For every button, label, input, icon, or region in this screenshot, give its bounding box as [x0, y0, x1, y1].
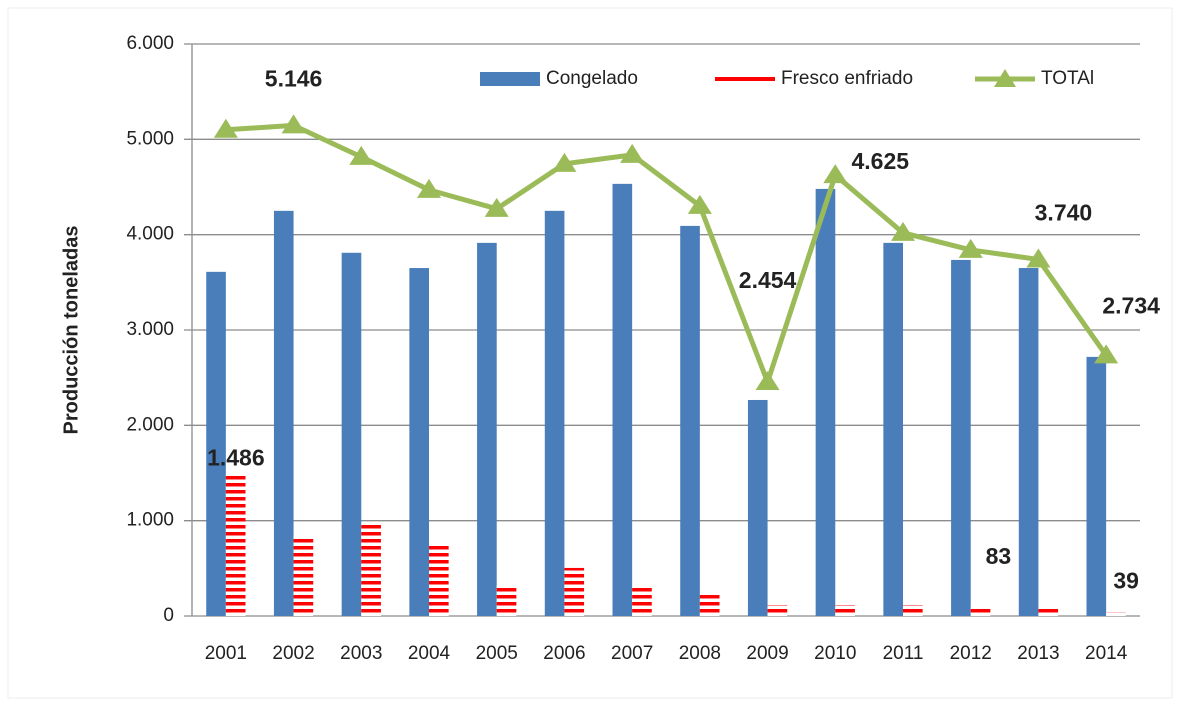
legend-label: Fresco enfriado: [781, 68, 913, 89]
x-tick-label: 2014: [1085, 643, 1128, 664]
x-tick-label: 2006: [543, 643, 585, 664]
x-tick-label: 2001: [205, 643, 247, 664]
bar: [970, 607, 991, 616]
bar: [951, 259, 971, 616]
line: [225, 122, 1109, 385]
bar: [477, 242, 497, 616]
x-tick-label: 2003: [340, 643, 382, 664]
marker: [958, 238, 983, 258]
y-tick-label: 6.000: [126, 33, 174, 54]
data-label: 4.625: [852, 148, 910, 174]
bar: [429, 545, 449, 616]
x-tick-label: 2012: [950, 643, 992, 664]
bar: [273, 210, 294, 617]
y-tick-label: 1.000: [126, 510, 174, 531]
bar: [680, 225, 700, 616]
bar: [883, 242, 903, 616]
bar: [747, 399, 768, 616]
data-label: 3.740: [1035, 200, 1093, 226]
x-tick-label: 2005: [476, 643, 518, 664]
marker: [687, 194, 712, 214]
bar: [544, 210, 565, 617]
bar: [341, 252, 362, 616]
marker: [281, 114, 306, 134]
bar: [632, 587, 652, 616]
y-axis-title: Producción toneladas: [60, 226, 82, 435]
x-tick-label: 2009: [746, 643, 788, 664]
x-tick-label: 2002: [272, 643, 314, 664]
bar: [206, 271, 226, 616]
marker: [823, 164, 848, 184]
data-label: 83: [986, 543, 1012, 569]
legend-label: Congelado: [546, 68, 638, 89]
data-label: 5.146: [265, 65, 323, 91]
bar: [409, 268, 429, 616]
marker: [1094, 344, 1119, 364]
marker: [552, 152, 577, 172]
marker: [417, 178, 441, 198]
bar: [496, 585, 517, 616]
legend-swatch: [480, 72, 540, 86]
legend-marker: [994, 69, 1016, 87]
bar: [225, 474, 246, 616]
bar: [1018, 268, 1039, 616]
bar: [835, 605, 855, 616]
bar: [564, 567, 585, 616]
data-label: 39: [1113, 567, 1139, 593]
data-label: 2.454: [739, 267, 797, 293]
data-label: 2.734: [1102, 292, 1160, 318]
x-tick-label: 2010: [814, 643, 856, 664]
bar: [1086, 356, 1107, 616]
data-label: 1.486: [207, 444, 265, 470]
marker: [1026, 248, 1051, 268]
marker: [213, 118, 238, 138]
legend-label: TOTAl: [1041, 68, 1094, 89]
x-tick-label: 2008: [679, 643, 721, 664]
x-tick-label: 2011: [883, 643, 924, 664]
x-tick-label: 2007: [611, 643, 653, 664]
bar: [293, 535, 314, 616]
marker: [484, 197, 509, 217]
bar: [903, 605, 923, 616]
bar: [1106, 612, 1126, 616]
bar: [612, 183, 633, 616]
bar: [767, 605, 788, 616]
marker: [891, 221, 915, 241]
bar: [1038, 608, 1059, 616]
marker: [349, 145, 374, 165]
y-tick-label: 2.000: [126, 414, 174, 435]
x-tick-label: 2004: [408, 643, 451, 664]
x-tick-label: 2013: [1017, 643, 1059, 664]
frame: [7, 7, 1173, 699]
y-tick-label: 4.000: [126, 224, 174, 245]
bar: [361, 524, 381, 616]
bar: [815, 188, 836, 616]
y-tick-label: 3.000: [126, 319, 174, 340]
y-tick-label: 0: [163, 605, 174, 626]
y-tick-label: 5.000: [126, 128, 174, 149]
marker: [620, 143, 645, 163]
marker: [755, 371, 780, 391]
bar: [699, 595, 720, 616]
